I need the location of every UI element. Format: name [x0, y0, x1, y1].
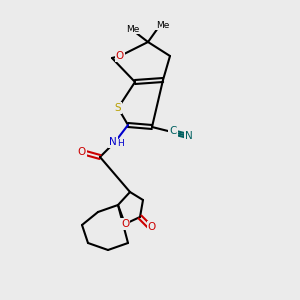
Text: C: C: [169, 126, 177, 136]
Text: O: O: [116, 51, 124, 61]
Text: N: N: [109, 137, 117, 147]
Text: Me: Me: [156, 20, 170, 29]
Text: O: O: [148, 222, 156, 232]
Text: O: O: [78, 146, 86, 156]
Text: H: H: [117, 140, 123, 148]
Text: O: O: [77, 147, 85, 157]
Text: Me: Me: [126, 25, 140, 34]
Text: N: N: [185, 131, 193, 141]
Text: O: O: [121, 219, 129, 229]
Text: S: S: [115, 103, 121, 113]
